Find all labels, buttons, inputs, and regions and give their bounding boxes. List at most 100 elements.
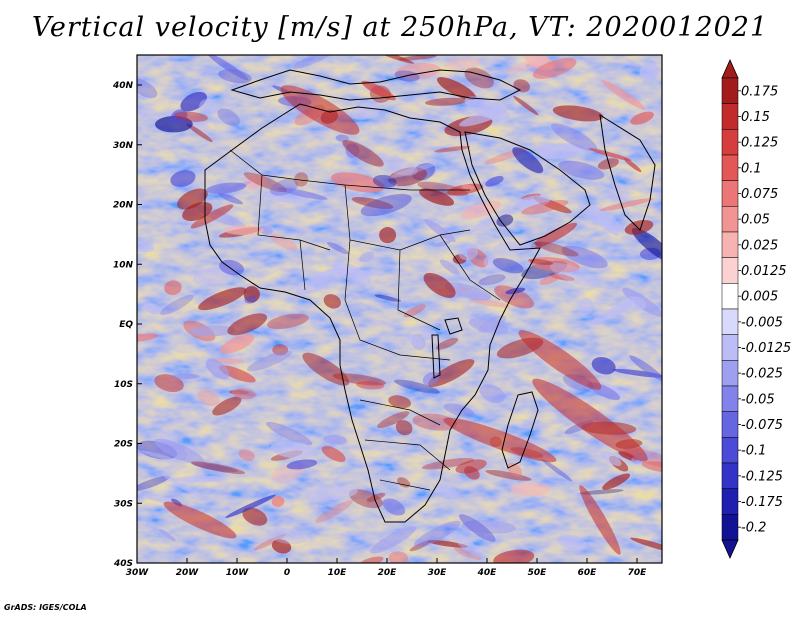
field-blob — [351, 197, 394, 209]
field-blob — [443, 56, 481, 71]
field-blob — [494, 285, 535, 309]
field-blob — [631, 227, 662, 264]
lat-tick-label: 30S — [114, 499, 133, 509]
colorbar-label: 0.125 — [741, 136, 778, 151]
colorbar-swatch — [721, 411, 739, 438]
lon-tick-label: 70E — [628, 568, 648, 578]
colorbar-label: 0.0125 — [741, 264, 787, 279]
lat-tick-label: 20S — [114, 440, 133, 450]
field-blob — [513, 95, 539, 116]
field-blob — [382, 498, 406, 516]
field-blob — [552, 105, 604, 122]
field-blob — [534, 241, 579, 257]
colorbar-label: -0.2 — [741, 521, 766, 536]
colorbar-max-arrow — [721, 59, 739, 79]
field-blob — [345, 530, 368, 539]
field-blob — [277, 187, 328, 200]
colorbar-label: 0.15 — [741, 110, 770, 125]
lat-tick-label: 10N — [113, 260, 134, 270]
field-blob — [173, 475, 227, 483]
lake-tanganyika — [431, 334, 441, 379]
colorbar-label: -0.005 — [741, 315, 783, 330]
africa-coastline — [204, 103, 541, 523]
field-blob — [561, 245, 608, 269]
field-blob — [137, 333, 159, 342]
field-blob — [512, 147, 544, 174]
field-blob — [485, 469, 532, 481]
field-blob — [355, 380, 385, 390]
field-blob — [600, 450, 622, 466]
field-blob — [333, 268, 385, 276]
field-blob — [443, 403, 475, 418]
field-blob — [137, 78, 158, 99]
field-blob — [359, 556, 384, 563]
field-blob — [164, 280, 182, 296]
field-blob — [577, 202, 619, 237]
field-blob — [266, 313, 309, 330]
field-blob — [370, 526, 417, 554]
colorbar-swatch — [721, 462, 739, 489]
field-blob — [541, 458, 573, 482]
country-borders — [229, 149, 501, 491]
field-blob — [597, 158, 619, 170]
colorbar-label: -0.05 — [741, 392, 775, 407]
field-blob — [177, 188, 208, 210]
field-band — [163, 501, 237, 539]
field-blob — [576, 297, 594, 315]
colorbar-swatch — [721, 437, 739, 464]
field-blob — [382, 182, 399, 193]
field-blob — [556, 534, 588, 551]
field-blob — [218, 193, 243, 205]
field-blob — [348, 489, 383, 509]
lat-tick-label: 40S — [113, 559, 133, 569]
field-blob — [188, 325, 236, 337]
lon-axis: 30W 20W 10W 0 10E 20E 30E 40E 50E 60E 70E — [126, 558, 647, 578]
colorbar-label: -0.125 — [741, 469, 783, 484]
lat-tick-label: 10S — [114, 380, 133, 390]
field-blob — [514, 195, 551, 210]
field-blob — [219, 259, 245, 276]
field-blob — [302, 352, 350, 386]
field-blob — [377, 411, 410, 429]
field-blob — [427, 359, 475, 387]
field-blob — [469, 298, 511, 308]
field-blob — [227, 313, 268, 336]
field-blob — [624, 219, 654, 235]
field-blob — [379, 227, 397, 244]
field-band — [443, 417, 557, 463]
colorbar-label: -0.175 — [741, 495, 783, 510]
colorbar-swatch — [721, 488, 739, 515]
field-blob — [414, 520, 461, 548]
field-blob — [591, 357, 616, 375]
field-blob — [217, 108, 240, 127]
field-blob — [286, 459, 318, 470]
field-blob — [422, 371, 440, 386]
field-blob — [292, 55, 334, 69]
field-blob — [137, 475, 170, 492]
colorbar-swatch — [721, 308, 739, 335]
field-blob — [436, 77, 477, 101]
field-blob — [271, 495, 285, 507]
field-blob — [198, 287, 247, 311]
field-blob — [589, 205, 622, 232]
field-blob — [323, 294, 341, 309]
field-blob — [139, 107, 157, 119]
field-blob — [218, 365, 256, 383]
field-blob — [238, 449, 255, 461]
field-blob — [604, 184, 630, 202]
field-blob — [551, 123, 598, 152]
lat-tick-label: 40N — [112, 81, 134, 91]
lon-tick-label: 50E — [528, 568, 548, 578]
colorbar-swatch — [721, 283, 739, 310]
field-blob — [330, 172, 385, 193]
field-blob — [419, 188, 455, 206]
colorbar-swatch — [721, 180, 739, 207]
field-blob — [464, 96, 510, 121]
field-blob — [417, 181, 469, 197]
field-blob — [388, 167, 428, 187]
colorbar-swatch — [721, 514, 739, 541]
field-blob — [588, 148, 632, 161]
field-blob — [270, 440, 316, 459]
field-blob — [335, 134, 349, 142]
